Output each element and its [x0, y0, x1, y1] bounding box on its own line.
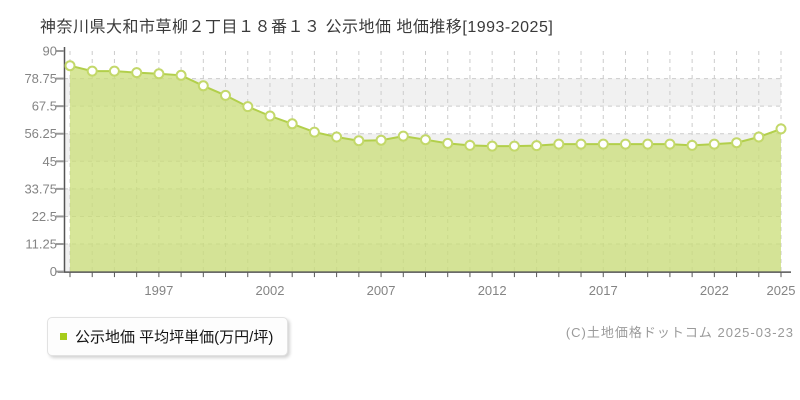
data-point-marker [108, 65, 120, 77]
data-point-marker [531, 140, 543, 152]
y-axis-label: 11.25 [25, 237, 57, 252]
data-point-marker [508, 140, 520, 152]
data-point-marker [420, 134, 431, 146]
data-point-marker [64, 60, 76, 72]
legend-label: 公示地価 平均坪単価(万円/坪) [75, 329, 274, 346]
data-point-marker [220, 89, 231, 101]
data-point-marker [597, 138, 609, 150]
data-point-marker [708, 138, 720, 150]
x-axis-label: 2012 [478, 283, 507, 298]
data-point-marker [775, 123, 787, 135]
data-point-marker [375, 134, 387, 146]
data-point-marker [642, 138, 654, 150]
data-point-marker [620, 138, 631, 150]
y-axis-label: 45 [43, 154, 57, 169]
data-point-marker [286, 118, 298, 130]
data-point-marker [664, 138, 676, 150]
data-point-marker [153, 68, 165, 80]
y-axis-label: 33.75 [24, 181, 57, 196]
y-axis-label: 56.25 [24, 126, 57, 141]
page-title: 神奈川県大和市草柳２丁目１８番１３ 公示地価 地価推移[1993-2025] [40, 19, 554, 36]
data-point-marker [731, 137, 743, 149]
copyright-text: (C)土地価格ドットコム 2025-03-23 [565, 325, 794, 340]
data-point-marker [308, 126, 320, 138]
data-point-marker [442, 137, 454, 149]
x-axis-label: 2022 [700, 283, 729, 298]
data-point-marker [86, 65, 98, 77]
x-axis-label: 2017 [589, 283, 618, 298]
legend: 公示地価 平均坪単価(万円/坪) [47, 317, 289, 356]
data-point-marker [464, 139, 476, 151]
y-axis-label: 0 [50, 264, 57, 279]
data-point-marker [175, 69, 187, 81]
legend-marker-icon [60, 333, 67, 340]
data-point-marker [753, 131, 765, 143]
y-axis-label: 90 [43, 44, 57, 59]
x-axis-label: 1997 [144, 283, 173, 298]
data-point-marker [353, 135, 365, 147]
data-point-marker [331, 131, 343, 143]
data-point-marker [131, 67, 143, 79]
x-axis-label: 2002 [256, 283, 285, 298]
y-axis-label: 78.75 [24, 71, 57, 86]
y-axis-label: 22.5 [32, 209, 57, 224]
x-axis-label: 2025 [767, 283, 796, 298]
data-point-marker [197, 80, 209, 92]
data-point-marker [486, 140, 498, 152]
area-fill [70, 65, 781, 272]
data-point-marker [575, 138, 587, 150]
y-axis-label: 67.5 [32, 99, 57, 114]
data-point-marker [553, 138, 565, 150]
data-point-marker [686, 139, 698, 151]
x-axis-label: 2007 [367, 283, 396, 298]
data-point-marker [264, 110, 276, 122]
data-point-marker [397, 130, 409, 142]
data-point-marker [242, 101, 254, 113]
